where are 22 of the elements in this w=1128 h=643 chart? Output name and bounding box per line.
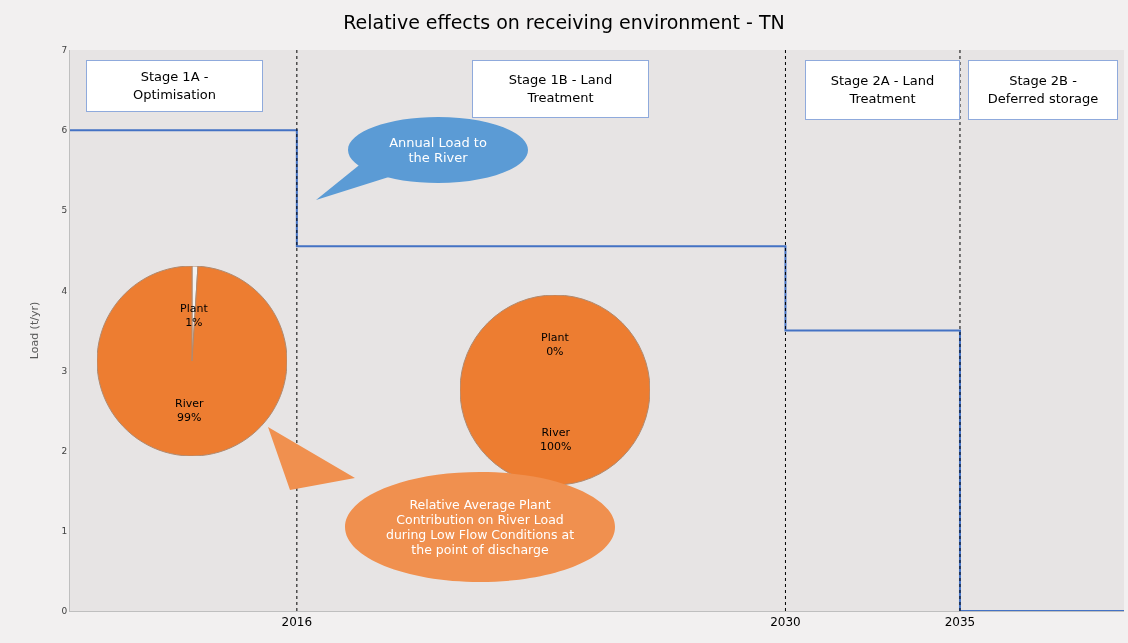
y-tick-label: 4 (61, 285, 68, 296)
y-tick-label: 3 (61, 365, 68, 376)
annotation: Relative Average Plant Contribution on River Load during Low Flow Conditions at the point of discharge (384, 496, 576, 559)
pie-slice (97, 266, 287, 456)
y-tick-label: 5 (61, 205, 68, 216)
y-tick-label: 6 (61, 125, 68, 136)
y-tick-label: 1 (61, 526, 68, 537)
slice-label: River (541, 426, 571, 439)
text: 0% (546, 345, 564, 359)
y-axis-title: Load (t/yr) (28, 301, 41, 360)
data-label: 99% (177, 411, 202, 425)
annotation: Annual Load to the River (388, 134, 488, 167)
x-tick-label: 2035 (944, 615, 976, 630)
x-tick-label: 2030 (770, 615, 801, 630)
chart-title: Relative effects on receiving environment - TN (343, 11, 785, 34)
y-tick-label: 0 (61, 606, 68, 617)
slice-label: River (175, 397, 204, 410)
y-tick-label: 7 (61, 45, 68, 56)
data-label: 100% (540, 440, 572, 454)
x-tick-label: 2016 (281, 615, 313, 630)
category-label: Plant (541, 331, 569, 344)
y-tick-label: 2 (61, 445, 68, 456)
